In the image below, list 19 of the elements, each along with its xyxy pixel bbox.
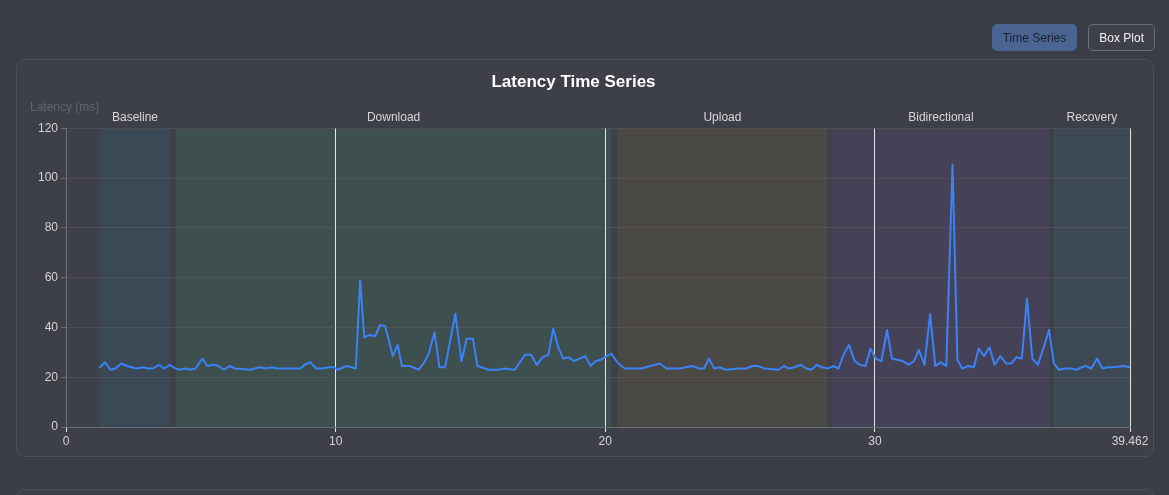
tab-button[interactable]: Box Plot (1088, 24, 1155, 51)
x-tick-label: 20 (598, 433, 613, 448)
band-label: Recovery (1066, 109, 1118, 124)
x-tick-label: 30 (868, 433, 882, 448)
x-tick-label: 10 (328, 433, 343, 448)
y-tick-label: 40 (44, 319, 59, 334)
chart-title: Latency Time Series (491, 71, 656, 91)
x-tick-label: 39.462 (1111, 433, 1149, 448)
y-tick-label: 20 (44, 369, 59, 384)
y-tick-label: 0 (51, 419, 59, 434)
band-label: Upload (703, 109, 742, 124)
y-tick-label: 80 (44, 220, 59, 235)
x-tick-label: 0 (62, 433, 70, 448)
band-label: Download (366, 109, 421, 124)
y-tick-label: 120 (37, 120, 59, 135)
y-tick-label: 100 (37, 170, 59, 185)
band-label: Baseline (112, 109, 159, 124)
y-tick-label: 60 (44, 270, 59, 285)
band-label: Bidirectional (908, 109, 974, 124)
